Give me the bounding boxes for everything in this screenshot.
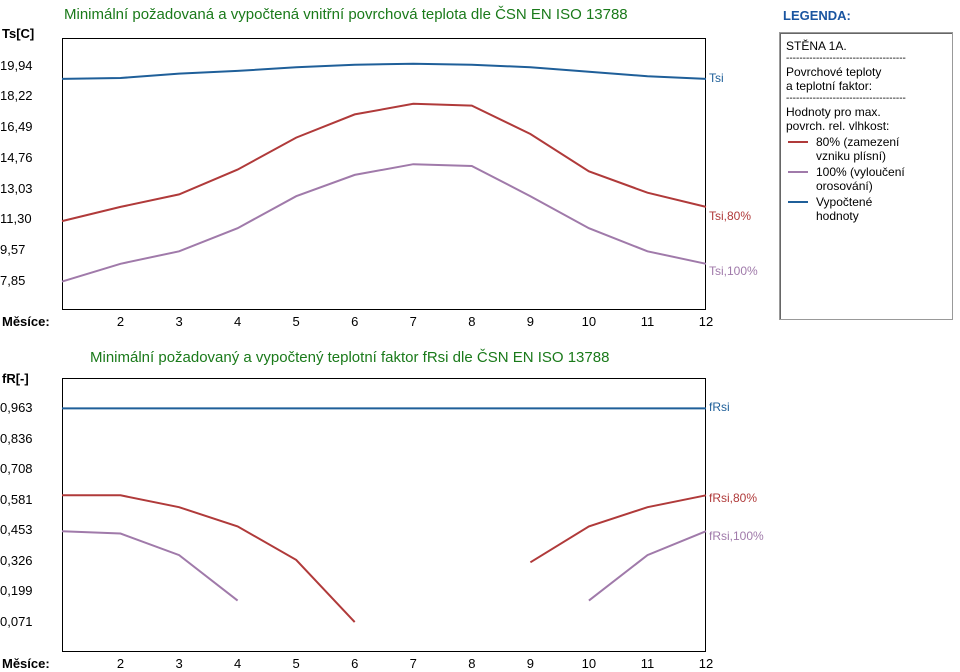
chart2-xlabel: Měsíce: bbox=[2, 656, 50, 671]
legend-item-calculated: Vypočtené hodnoty bbox=[786, 195, 948, 223]
x-tick-label: 2 bbox=[116, 314, 125, 329]
series-line-frsi-80- bbox=[529, 494, 707, 564]
legend-item-100: 100% (vyloučení orosování) bbox=[786, 165, 948, 193]
legend-section2-line1: Hodnoty pro max. bbox=[786, 105, 881, 119]
y-tick-label: 18,22 bbox=[0, 88, 33, 104]
series-line-tsi bbox=[61, 62, 707, 80]
legend-separator: ------------------------------------ bbox=[786, 53, 906, 64]
x-tick-label: 12 bbox=[698, 656, 714, 671]
y-tick-label: 0,199 bbox=[0, 583, 33, 599]
series-label: Tsi bbox=[709, 70, 724, 85]
series-line-frsi-100- bbox=[61, 530, 239, 602]
chart1-title: Minimální požadovaná a vypočtená vnitřní… bbox=[64, 6, 628, 23]
legend-item-80-line2: vzniku plísní) bbox=[816, 149, 887, 163]
series-line-tsi-100- bbox=[61, 163, 707, 283]
y-tick-label: 0,836 bbox=[0, 430, 33, 446]
y-tick-label: 0,326 bbox=[0, 552, 33, 568]
legend-item-calculated-line2: hodnoty bbox=[816, 209, 859, 223]
x-tick-label: 10 bbox=[581, 314, 597, 329]
x-tick-label: 3 bbox=[175, 656, 183, 671]
chart1-xlabel: Měsíce: bbox=[2, 314, 50, 329]
series-label: fRsi,80% bbox=[709, 491, 758, 506]
series-label: fRsi,100% bbox=[709, 529, 764, 544]
series-line-tsi-80- bbox=[61, 102, 707, 223]
chart2-plot-area bbox=[62, 378, 706, 652]
series-label: fRsi bbox=[709, 400, 730, 415]
y-tick-label: 19,94 bbox=[0, 57, 33, 73]
y-tick-label: 0,071 bbox=[0, 613, 33, 629]
x-tick-label: 11 bbox=[640, 314, 655, 329]
chart2-ylabel: fR[-] bbox=[2, 371, 29, 386]
y-tick-label: 14,76 bbox=[0, 149, 33, 165]
x-tick-label: 6 bbox=[351, 656, 359, 671]
y-tick-label: 11,30 bbox=[0, 211, 32, 227]
series-label: Tsi,100% bbox=[709, 263, 758, 278]
chart2-title: Minimální požadovaný a vypočtený teplotn… bbox=[90, 349, 610, 366]
legend-item-100-line1: 100% (vyloučení bbox=[816, 165, 905, 179]
x-tick-label: 7 bbox=[409, 314, 417, 329]
legend-title: LEGENDA: bbox=[783, 8, 851, 23]
x-tick-label: 2 bbox=[116, 656, 125, 671]
y-tick-label: 0,453 bbox=[0, 522, 33, 538]
y-tick-label: 0,708 bbox=[0, 461, 33, 477]
y-tick-label: 13,03 bbox=[0, 180, 33, 196]
x-tick-label: 8 bbox=[468, 314, 476, 329]
legend-swatch-100 bbox=[788, 171, 808, 173]
chart1-ylabel: Ts[C] bbox=[2, 26, 35, 41]
legend-item-100-line2: orosování) bbox=[816, 179, 873, 193]
legend-item-calculated-line1: Vypočtené bbox=[816, 195, 873, 209]
x-tick-label: 12 bbox=[698, 314, 714, 329]
x-tick-label: 3 bbox=[175, 314, 183, 329]
x-tick-label: 5 bbox=[292, 656, 300, 671]
y-tick-label: 7,85 bbox=[0, 272, 26, 288]
x-tick-label: 6 bbox=[351, 314, 359, 329]
x-tick-label: 11 bbox=[640, 656, 655, 671]
x-tick-label: 10 bbox=[581, 656, 597, 671]
x-tick-label: 9 bbox=[526, 656, 534, 671]
x-tick-label: 8 bbox=[468, 656, 476, 671]
legend-section2-line2: povrch. rel. vlhkost: bbox=[786, 119, 890, 133]
y-tick-label: 0,963 bbox=[0, 400, 33, 416]
legend-separator: ------------------------------------ bbox=[786, 93, 906, 104]
legend-item-80-line1: 80% (zamezení bbox=[816, 135, 900, 149]
legend-swatch-80 bbox=[788, 141, 808, 143]
x-tick-label: 4 bbox=[234, 314, 242, 329]
x-tick-label: 7 bbox=[409, 656, 417, 671]
y-tick-label: 9,57 bbox=[0, 242, 26, 258]
x-tick-label: 5 bbox=[292, 314, 300, 329]
x-tick-label: 4 bbox=[234, 656, 242, 671]
series-label: Tsi,80% bbox=[709, 208, 752, 223]
legend-item-80: 80% (zamezení vzniku plísní) bbox=[786, 135, 948, 163]
legend-panel: STĚNA 1A. ------------------------------… bbox=[779, 32, 953, 320]
y-tick-label: 16,49 bbox=[0, 119, 33, 135]
legend-wall-name: STĚNA 1A. bbox=[786, 39, 847, 53]
legend-section1-line1: Povrchové teploty bbox=[786, 65, 882, 79]
y-tick-label: 0,581 bbox=[0, 491, 33, 507]
series-line-frsi-80- bbox=[62, 494, 356, 623]
x-tick-label: 9 bbox=[526, 314, 534, 329]
legend-swatch-calculated bbox=[788, 201, 808, 203]
legend-section1-line2: a teplotní faktor: bbox=[786, 79, 873, 93]
series-line-frsi-100- bbox=[588, 530, 707, 602]
